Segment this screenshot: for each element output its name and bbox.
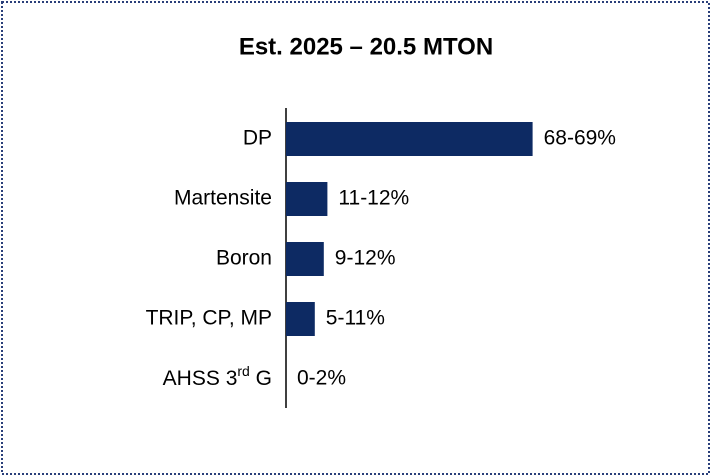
- category-label: Boron: [216, 247, 272, 270]
- value-label: 0-2%: [297, 367, 346, 390]
- bar: [286, 242, 324, 276]
- value-label: 11-12%: [338, 187, 409, 210]
- category-label: TRIP, CP, MP: [146, 307, 272, 330]
- category-label: Martensite: [174, 187, 272, 210]
- value-label: 9-12%: [335, 247, 396, 270]
- bar: [286, 122, 533, 156]
- value-label: 68-69%: [544, 127, 616, 150]
- category-label: DP: [243, 127, 272, 150]
- category-label: AHSS 3rd G: [163, 363, 272, 390]
- value-label: 5-11%: [326, 307, 385, 330]
- bar: [286, 302, 315, 336]
- bar: [286, 182, 328, 216]
- chart-title: Est. 2025 – 20.5 MTON: [239, 33, 493, 60]
